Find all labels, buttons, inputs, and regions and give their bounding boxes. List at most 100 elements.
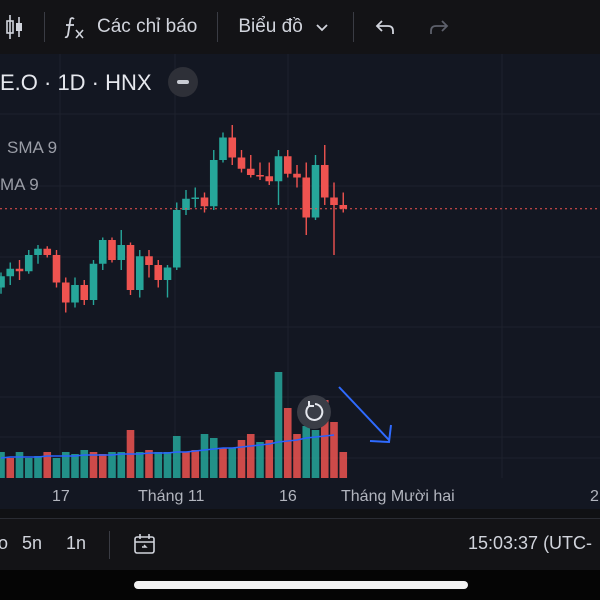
candle-body	[126, 245, 135, 290]
go-to-date-button[interactable]	[132, 532, 158, 558]
candle	[219, 132, 227, 163]
volume-bar	[6, 458, 15, 478]
candle	[172, 202, 181, 270]
volume-bar	[311, 430, 320, 478]
candle	[283, 150, 292, 178]
candle	[265, 162, 274, 185]
candle-body	[283, 156, 292, 174]
volume-bar	[108, 452, 116, 478]
volume-bar	[302, 426, 311, 478]
undo-button[interactable]	[374, 0, 398, 54]
candle	[80, 280, 89, 305]
chevron-down-icon	[316, 24, 328, 32]
candle-body	[200, 197, 209, 207]
candle-body	[98, 240, 107, 264]
reset-icon	[305, 401, 324, 421]
candle	[330, 182, 338, 255]
candle	[200, 192, 209, 213]
undo-icon	[375, 20, 394, 34]
candle	[24, 250, 33, 274]
candle	[274, 150, 283, 205]
candle	[163, 265, 172, 298]
candle-body	[34, 248, 42, 255]
candle	[182, 190, 190, 215]
redo-button[interactable]	[428, 0, 452, 54]
clock-readout[interactable]: 15:03:37 (UTC-	[468, 533, 593, 553]
range-5n-button[interactable]: 5n	[22, 533, 43, 553]
candlestick-type-button[interactable]	[0, 0, 28, 54]
volume-bar	[283, 408, 292, 478]
sma-price-legend[interactable]: SMA 9	[7, 138, 58, 157]
xaxis-label: 16	[279, 488, 297, 505]
candle	[117, 230, 126, 270]
candle-body	[163, 267, 172, 280]
candle	[320, 145, 329, 205]
toolbar-divider	[109, 531, 110, 559]
candle	[52, 250, 61, 288]
candlestick-icon	[6, 15, 22, 39]
volume-bar	[246, 434, 255, 478]
candle	[108, 237, 116, 263]
candle	[191, 187, 200, 208]
volume-bar	[163, 452, 172, 478]
volume-bar	[191, 450, 200, 478]
collapse-legend-button[interactable]	[168, 67, 198, 97]
redo-icon	[429, 20, 449, 34]
annotation-arrow[interactable]	[338, 386, 392, 444]
candle-body	[172, 210, 181, 268]
volume-bar	[265, 440, 274, 478]
volume-bar	[15, 452, 24, 478]
candle	[0, 272, 5, 294]
candle-body	[135, 256, 144, 290]
candle-body	[228, 137, 237, 158]
home-indicator[interactable]	[134, 581, 468, 589]
chart-type-dropdown[interactable]: Biểu đồ	[238, 0, 332, 54]
sma-volume-legend[interactable]: MA 9	[0, 175, 39, 194]
volume-bar	[135, 452, 144, 478]
volume-bar	[339, 452, 348, 478]
symbol-legend[interactable]: E.O · 1D · HNX	[0, 70, 152, 95]
candle	[228, 125, 237, 165]
candle-body	[246, 168, 255, 175]
candle-body	[108, 240, 116, 260]
candle-body	[320, 165, 329, 198]
candle	[15, 260, 24, 280]
range-1n-button[interactable]: 1n	[66, 533, 87, 553]
candle-body	[219, 137, 227, 160]
price-chart[interactable]	[0, 54, 600, 509]
volume-bar	[154, 452, 163, 478]
xaxis-label: Tháng 11	[138, 488, 205, 505]
candle	[293, 165, 301, 188]
candle	[98, 237, 107, 270]
volume-bar	[80, 450, 89, 478]
volume-bar	[182, 452, 190, 478]
xaxis-label: 17	[52, 488, 70, 505]
candle	[209, 150, 218, 210]
candle-body	[61, 282, 70, 303]
volume-bar	[200, 434, 209, 478]
toolbar-divider	[217, 12, 219, 42]
chart-pane[interactable]	[0, 54, 600, 509]
candle-body	[256, 175, 264, 177]
volume-bar	[52, 458, 61, 478]
xaxis-label: 2	[590, 488, 599, 505]
volume-bar	[43, 452, 52, 478]
chart-type-label: Biểu đồ	[238, 16, 303, 37]
chart-toolbar: Các chỉ báo Biểu đồ	[0, 0, 600, 54]
volume-bar	[237, 440, 246, 478]
volume-bar	[274, 372, 283, 478]
candle-body	[24, 255, 33, 272]
candle-body	[117, 245, 126, 260]
candle-body	[52, 255, 61, 283]
volume-bar	[0, 452, 5, 478]
volume-bar	[172, 436, 181, 478]
candle-body	[237, 157, 246, 169]
range-button-partial[interactable]: o	[0, 533, 9, 553]
candle-body	[191, 197, 200, 199]
range-bar: o 5n 1n 15:03:37 (UTC-	[0, 518, 600, 571]
toolbar-divider	[352, 12, 354, 42]
candle-body	[6, 268, 15, 277]
indicators-button[interactable]: Các chỉ báo	[63, 0, 197, 54]
reset-chart-button[interactable]	[297, 395, 331, 429]
candle	[61, 277, 70, 313]
